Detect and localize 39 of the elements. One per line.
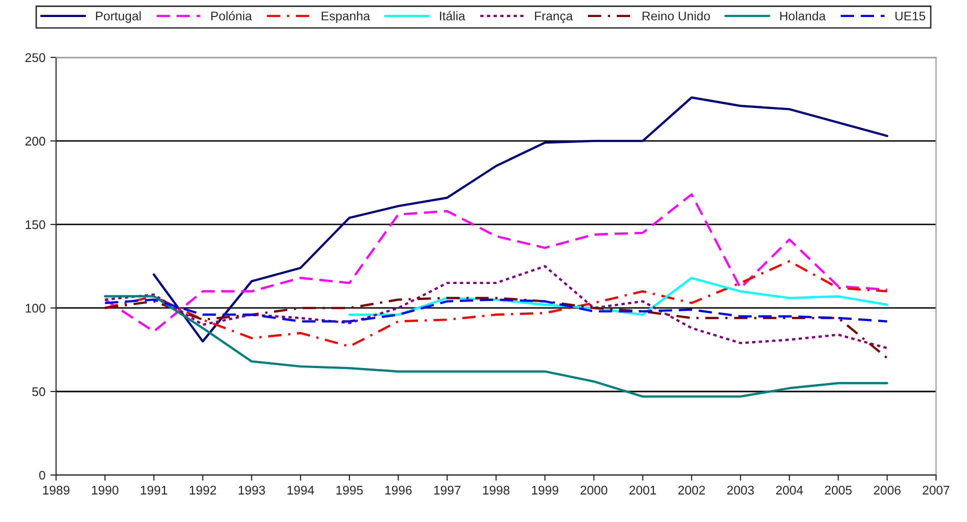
legend-label: França xyxy=(535,12,573,23)
line-series xyxy=(104,296,888,360)
x-tick-label: 2005 xyxy=(825,486,852,495)
x-tick-label: 1993 xyxy=(238,486,265,495)
legend-label: Reino Unido xyxy=(642,11,710,20)
x-tick-label: 1994 xyxy=(288,486,314,495)
x-tick-label: 1989 xyxy=(43,486,70,495)
x-tick-label: 2004 xyxy=(776,486,803,495)
x-tick-label: 2007 xyxy=(922,486,950,495)
y-tick-label: 0 xyxy=(39,470,46,480)
line-series xyxy=(348,276,888,316)
x-tick-label: 1997 xyxy=(434,486,460,495)
x-tick-label: 2003 xyxy=(727,486,754,495)
x-tick-label: 1996 xyxy=(385,486,412,495)
y-tick-label: 200 xyxy=(25,136,46,146)
x-tick-label: 2006 xyxy=(874,486,901,495)
x-tick-label: 1998 xyxy=(483,486,510,495)
x-tick-label: 1990 xyxy=(92,486,118,495)
legend-label: Holanda xyxy=(780,11,826,20)
legend-label: Portugal xyxy=(96,11,141,23)
legend-label: Itália xyxy=(440,11,466,20)
legend-label: Espanha xyxy=(322,11,370,23)
line-series xyxy=(152,96,888,342)
x-tick-label: 2002 xyxy=(678,486,705,495)
line-series xyxy=(104,193,888,332)
x-tick-label: 2001 xyxy=(629,486,656,495)
legend-label: Polónia xyxy=(211,11,252,20)
x-tick-label: 1999 xyxy=(532,486,558,495)
line-series xyxy=(104,295,888,398)
y-tick-label: 250 xyxy=(25,53,46,62)
x-tick-label: 1995 xyxy=(336,486,363,495)
legend-label: UE15 xyxy=(895,12,926,20)
x-tick-label: 2000 xyxy=(580,486,608,495)
y-tick-label: 150 xyxy=(26,220,46,230)
x-tick-label: 1991 xyxy=(140,486,168,495)
y-tick-label: 50 xyxy=(32,387,46,396)
line-series xyxy=(104,298,888,322)
y-tick-label: 100 xyxy=(26,304,46,313)
x-tick-label: 1992 xyxy=(190,486,216,495)
